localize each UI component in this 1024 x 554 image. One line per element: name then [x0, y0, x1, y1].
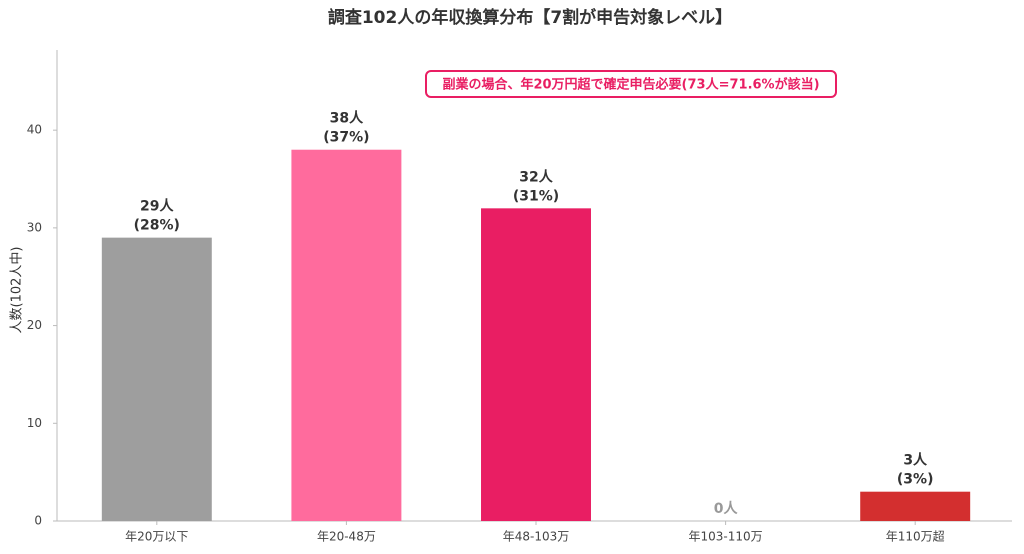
x-tick-label: 年20万以下	[125, 530, 188, 544]
x-tick-label: 年110万超	[886, 529, 945, 544]
x-tick-label: 年48-103万	[503, 530, 570, 544]
value-label: 32人(31%)	[513, 168, 559, 204]
chart-title: 調査102人の年収換算分布【7割が申告対象レベル】	[328, 7, 732, 28]
y-tick-label: 10	[27, 416, 42, 430]
y-tick-label: 30	[27, 220, 42, 234]
bar	[860, 491, 971, 521]
bar	[291, 149, 402, 522]
bar	[101, 237, 212, 522]
annotation: 副業の場合、年20万円超で確定申告必要(73人=71.6%が該当)	[442, 77, 819, 93]
value-label: 29人(28%)	[134, 198, 180, 234]
x-tick-label: 年103-110万	[689, 530, 763, 544]
y-axis-label: 人数(102人中)	[10, 247, 25, 334]
y-tick-label: 40	[27, 123, 42, 137]
y-tick-label: 20	[27, 318, 42, 332]
value-label: 3人(3%)	[897, 452, 934, 488]
value-label: 38人(37%)	[323, 110, 369, 146]
x-tick-label: 年20-48万	[317, 530, 376, 544]
y-tick-label: 0	[34, 514, 42, 528]
annotation-box	[425, 70, 837, 98]
value-label: 0人	[714, 500, 739, 517]
bar	[481, 208, 591, 522]
